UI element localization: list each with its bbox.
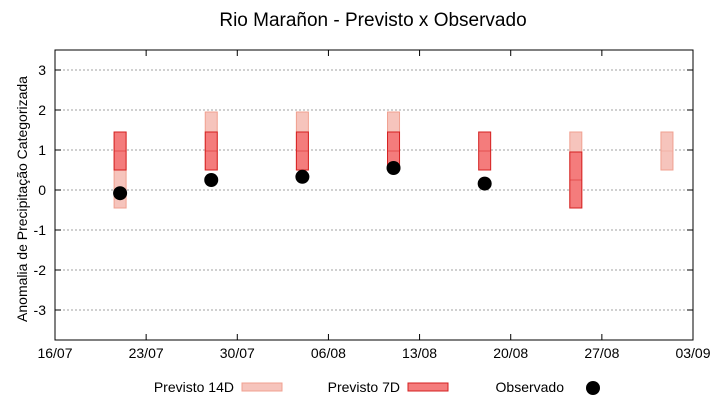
legend: Previsto 14D Previsto 7D Observado xyxy=(154,379,600,395)
legend-label-observado: Observado xyxy=(496,379,565,395)
point-observado xyxy=(113,186,128,201)
y-tick-label: 3 xyxy=(38,62,46,78)
point-observado xyxy=(386,161,401,175)
legend-label-previsto-7d: Previsto 7D xyxy=(328,379,400,395)
x-tick-label: 13/08 xyxy=(402,345,437,361)
point-observado xyxy=(477,176,492,191)
y-tick-label: 0 xyxy=(38,182,46,198)
x-tick-label: 03/09 xyxy=(675,345,710,361)
plot-frame xyxy=(54,49,694,341)
point-observado xyxy=(295,169,310,184)
legend-label-previsto-14d: Previsto 14D xyxy=(154,379,234,395)
x-tick-label: 06/08 xyxy=(311,345,346,361)
series-observado xyxy=(113,161,492,201)
x-tick-label: 16/07 xyxy=(37,345,72,361)
y-tick-label: -2 xyxy=(34,262,47,278)
legend-swatch-previsto-7d xyxy=(407,382,449,392)
series-previsto-7d xyxy=(113,131,583,209)
x-tick-label: 27/08 xyxy=(584,345,619,361)
y-tick-label: 2 xyxy=(38,102,46,118)
legend-marker-observado xyxy=(586,381,600,395)
y-axis-ticks: -3 -2 -1 0 1 2 3 xyxy=(34,62,693,318)
x-axis-ticks: 16/07 23/07 30/07 06/08 13/08 20/08 27/08 03/09 xyxy=(37,50,711,361)
x-tick-label: 30/07 xyxy=(220,345,255,361)
x-tick-label: 20/08 xyxy=(493,345,528,361)
chart-title: Rio Marañon - Previsto x Observado xyxy=(219,10,526,31)
x-tick-label: 23/07 xyxy=(129,345,164,361)
point-observado xyxy=(204,173,219,187)
y-tick-label: -3 xyxy=(34,302,47,318)
y-tick-label: -1 xyxy=(34,222,47,238)
legend-swatch-previsto-14d xyxy=(241,382,283,392)
y-tick-label: 1 xyxy=(38,142,46,158)
gridlines xyxy=(55,69,693,311)
y-axis-label: Anomalia de Precipitação Categorizada xyxy=(14,76,30,322)
